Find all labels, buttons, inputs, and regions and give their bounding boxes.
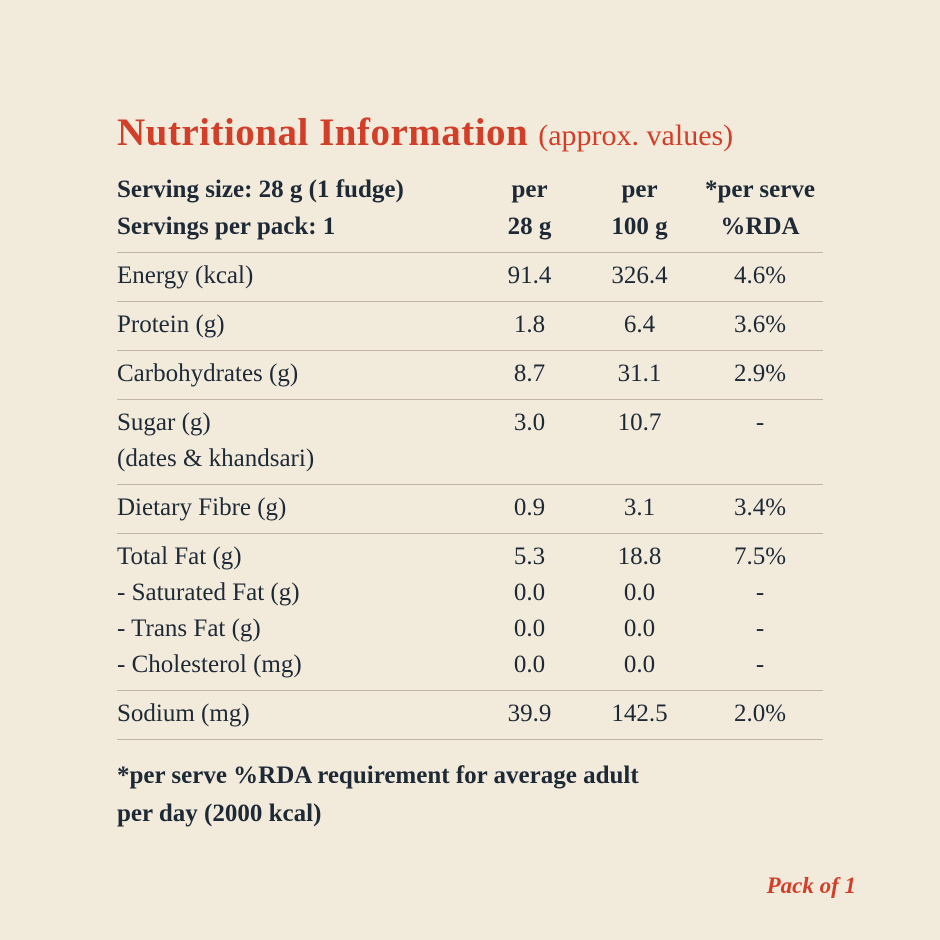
value-per-28g: 0.0 — [513, 651, 546, 678]
table-row-continuation: (dates & khandsari) — [117, 441, 823, 477]
nutrient-label: Carbohydrates (g) — [117, 360, 299, 387]
serving-info: Serving size: 28 g (1 fudge) Servings pe… — [117, 171, 477, 245]
value-per-100g: 18.8 — [617, 543, 662, 570]
value-per-28g: 0.0 — [513, 615, 546, 642]
nutrient-label: - Cholesterol (mg) — [117, 651, 302, 678]
nutrient-label: Sodium (mg) — [117, 700, 250, 727]
value-per-28g: 0.9 — [513, 494, 546, 521]
rda-footnote: *per serve %RDA requirement for average … — [117, 757, 823, 833]
column-header-per-28g: per 28 g — [507, 176, 552, 240]
nutrient-label: Total Fat (g) — [117, 543, 242, 570]
value-per-100g: 142.5 — [611, 700, 668, 727]
value-per-100g: 6.4 — [623, 311, 656, 338]
value-per-100g: 10.7 — [617, 409, 662, 436]
nutrient-label: Dietary Fibre (g) — [117, 494, 287, 521]
nutrient-label: Sugar (g) — [117, 409, 211, 436]
value-rda: 7.5% — [733, 543, 787, 570]
table-row: Total Fat (g) 5.3 18.8 7.5% — [117, 539, 823, 575]
value-per-28g: 1.8 — [513, 311, 546, 338]
value-rda: 4.6% — [733, 262, 787, 289]
row-protein: Protein (g) 1.8 6.4 3.6% — [117, 302, 823, 351]
table-row: Sugar (g) 3.0 10.7 - — [117, 405, 823, 441]
value-per-28g: 91.4 — [507, 262, 552, 289]
page-title: Nutritional Information (approx. values) — [117, 110, 823, 155]
table-subrow-trans-fat: - Trans Fat (g) 0.0 0.0 - — [117, 611, 823, 647]
table-subrow-saturated-fat: - Saturated Fat (g) 0.0 0.0 - — [117, 575, 823, 611]
row-total-fat-group: Total Fat (g) 5.3 18.8 7.5% - Saturated … — [117, 534, 823, 691]
column-header-per-serve-rda: *per serve %RDA — [705, 176, 815, 240]
value-rda: 3.6% — [733, 311, 787, 338]
value-per-28g: 8.7 — [513, 360, 546, 387]
value-per-28g: 5.3 — [513, 543, 546, 570]
nutrient-label: - Saturated Fat (g) — [117, 579, 300, 606]
nutrient-label: Protein (g) — [117, 311, 225, 338]
row-sodium: Sodium (mg) 39.9 142.5 2.0% — [117, 691, 823, 740]
title-suffix: (approx. values) — [538, 119, 734, 152]
value-per-100g: 31.1 — [617, 360, 662, 387]
value-per-100g: 0.0 — [623, 651, 656, 678]
nutrient-sublabel: (dates & khandsari) — [117, 445, 315, 472]
table-row: Protein (g) 1.8 6.4 3.6% — [117, 307, 823, 343]
value-per-28g: 3.0 — [513, 409, 546, 436]
row-carbohydrates: Carbohydrates (g) 8.7 31.1 2.9% — [117, 351, 823, 400]
value-rda: 3.4% — [733, 494, 787, 521]
value-rda: - — [755, 409, 765, 436]
table-subrow-cholesterol: - Cholesterol (mg) 0.0 0.0 - — [117, 647, 823, 683]
row-dietary-fibre: Dietary Fibre (g) 0.9 3.1 3.4% — [117, 485, 823, 534]
pack-of-label: Pack of 1 — [766, 873, 856, 898]
value-per-28g: 39.9 — [507, 700, 552, 727]
row-sugar: Sugar (g) 3.0 10.7 - (dates & khandsari) — [117, 400, 823, 485]
table-row: Dietary Fibre (g) 0.9 3.1 3.4% — [117, 490, 823, 526]
footnote-line-2: per day (2000 kcal) — [117, 800, 322, 827]
value-per-100g: 326.4 — [611, 262, 668, 289]
value-rda: - — [755, 651, 765, 678]
serving-size-line: Serving size: 28 g (1 fudge) — [117, 176, 404, 203]
table-row: Carbohydrates (g) 8.7 31.1 2.9% — [117, 356, 823, 392]
value-rda: 2.9% — [733, 360, 787, 387]
nutrient-label: Energy (kcal) — [117, 262, 254, 289]
table-header: Serving size: 28 g (1 fudge) Servings pe… — [117, 171, 823, 253]
value-per-100g: 0.0 — [623, 579, 656, 606]
nutrient-label: - Trans Fat (g) — [117, 615, 261, 642]
nutrition-panel: Nutritional Information (approx. values) … — [117, 110, 823, 833]
value-per-100g: 0.0 — [623, 615, 656, 642]
value-per-28g: 0.0 — [513, 579, 546, 606]
value-rda: - — [755, 579, 765, 606]
footnote-line-1: *per serve %RDA requirement for average … — [117, 762, 639, 789]
value-rda: 2.0% — [733, 700, 787, 727]
title-main: Nutritional Information — [117, 111, 529, 154]
value-per-100g: 3.1 — [623, 494, 656, 521]
value-rda: - — [755, 615, 765, 642]
table-row: Energy (kcal) 91.4 326.4 4.6% — [117, 258, 823, 294]
row-energy: Energy (kcal) 91.4 326.4 4.6% — [117, 253, 823, 302]
column-header-per-100g: per 100 g — [611, 176, 668, 240]
servings-per-pack-line: Servings per pack: 1 — [117, 213, 336, 240]
table-row: Sodium (mg) 39.9 142.5 2.0% — [117, 696, 823, 732]
